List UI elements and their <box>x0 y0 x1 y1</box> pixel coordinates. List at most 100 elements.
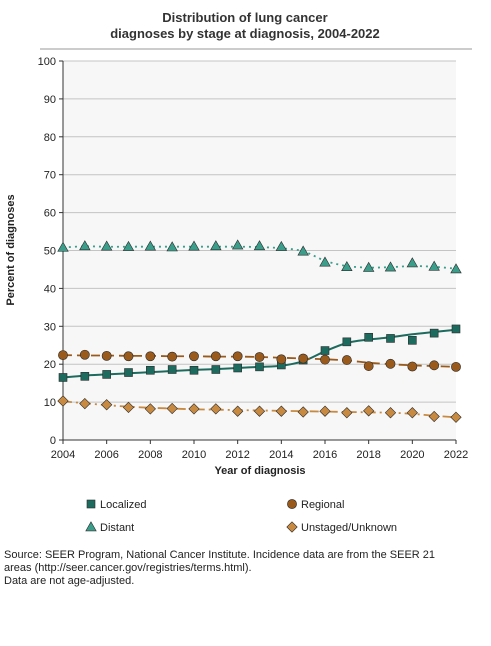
data-point-regional-2006 <box>101 350 112 361</box>
data-point-distant-2012 <box>231 239 244 250</box>
data-point-unstaged-unknown-2018 <box>363 405 375 417</box>
data-point-unstaged-unknown-2019 <box>384 407 397 419</box>
y-tick-label-30: 30 <box>44 321 56 333</box>
source-note-line-2: areas (http://seer.cancer.gov/registries… <box>4 562 252 574</box>
legend-label-localized: Localized <box>100 499 146 511</box>
legend: Localized Regional Distant Unstaged/Unknown <box>85 499 397 534</box>
data-point-unstaged-unknown-2008 <box>144 403 156 415</box>
legend-label-distant: Distant <box>100 522 134 534</box>
data-point-localized-2018 <box>364 332 373 342</box>
data-point-distant-2018 <box>362 261 375 272</box>
data-point-localized-2012 <box>233 363 242 373</box>
x-tick-label-2004: 2004 <box>51 449 75 461</box>
data-point-distant-2010 <box>188 240 200 251</box>
data-point-localized-2013 <box>255 362 264 372</box>
data-point-distant-2016 <box>319 256 331 267</box>
legend-label-regional: Regional <box>301 499 344 511</box>
data-point-localized-2005 <box>80 372 90 381</box>
data-point-localized-2006 <box>102 370 111 379</box>
data-point-distant-2014 <box>275 240 288 251</box>
data-point-distant-2009 <box>166 241 178 252</box>
data-point-regional-2022 <box>451 361 461 372</box>
x-axis-ticks: 2004 2006 2008 2010 2012 2014 2016 2018 2020 2022 <box>51 440 468 461</box>
x-axis-title: Year of diagnosis <box>214 465 305 477</box>
data-point-unstaged-unknown-2011 <box>210 403 222 415</box>
data-point-distant-2019 <box>384 261 397 272</box>
y-tick-label-90: 90 <box>44 94 56 106</box>
data-point-localized-2007 <box>124 368 133 377</box>
data-point-regional-2020 <box>407 361 418 372</box>
data-point-localized-2021 <box>429 328 439 338</box>
data-point-regional-2019 <box>385 358 396 369</box>
source-note-line-1: Source: SEER Program, National Cancer In… <box>4 549 436 561</box>
x-tick-label-2010: 2010 <box>182 449 206 461</box>
data-point-localized-2017 <box>342 337 352 347</box>
data-point-unstaged-unknown-2015 <box>297 406 309 418</box>
data-point-distant-2008 <box>144 240 157 251</box>
data-point-regional-2004 <box>58 350 68 361</box>
data-point-unstaged-unknown-2006 <box>101 399 113 411</box>
data-point-regional-2013 <box>254 352 265 362</box>
data-point-localized-2009 <box>167 365 177 374</box>
data-point-localized-2004 <box>58 373 68 382</box>
legend-marker-regional <box>287 499 297 509</box>
data-point-regional-2017 <box>341 355 352 365</box>
data-point-regional-2011 <box>210 351 221 362</box>
data-point-regional-2018 <box>363 361 374 371</box>
data-point-unstaged-unknown-2017 <box>341 407 353 419</box>
legend-marker-unstaged-unknown <box>286 521 298 533</box>
data-point-regional-2016 <box>320 354 330 365</box>
y-axis-title: Percent of diagnoses <box>5 194 17 305</box>
y-tick-label-70: 70 <box>44 170 56 182</box>
data-point-distant-2013 <box>253 240 266 251</box>
data-point-unstaged-unknown-2007 <box>122 401 135 414</box>
data-point-unstaged-unknown-2005 <box>79 397 91 410</box>
data-point-localized-2010 <box>189 365 199 375</box>
y-tick-label-40: 40 <box>44 283 56 295</box>
data-point-unstaged-unknown-2022 <box>450 411 462 423</box>
data-point-regional-2005 <box>79 349 90 360</box>
data-point-unstaged-unknown-2016 <box>319 405 331 417</box>
data-point-unstaged-unknown-2004 <box>57 395 69 407</box>
data-point-distant-2022 <box>450 263 462 274</box>
data-point-unstaged-unknown-2014 <box>275 405 287 417</box>
y-tick-label-0: 0 <box>50 435 56 447</box>
legend-label-unstaged-unknown: Unstaged/Unknown <box>301 522 397 534</box>
source-note-line-3: Data are not age-adjusted. <box>4 575 135 587</box>
data-point-distant-2007 <box>122 240 135 251</box>
data-point-distant-2006 <box>100 240 113 251</box>
data-point-regional-2015 <box>298 353 309 364</box>
chart-title-line-2: diagnoses by stage at diagnosis, 2004-20… <box>110 26 380 41</box>
data-point-distant-2011 <box>210 240 222 251</box>
x-tick-label-2018: 2018 <box>356 449 380 461</box>
data-point-regional-2010 <box>189 351 199 362</box>
y-tick-label-10: 10 <box>44 397 56 409</box>
source-note: Source: SEER Program, National Cancer In… <box>4 549 488 588</box>
data-point-unstaged-unknown-2020 <box>406 407 418 419</box>
y-axis-ticks: 0 10 20 30 40 50 60 70 80 90 100 <box>38 56 63 447</box>
data-point-unstaged-unknown-2012 <box>232 405 244 417</box>
data-point-regional-2007 <box>123 351 134 362</box>
series-regional <box>58 349 461 372</box>
data-point-unstaged-unknown-2021 <box>428 410 440 423</box>
y-tick-label-100: 100 <box>38 56 56 68</box>
data-point-regional-2009 <box>167 351 178 362</box>
data-point-localized-2011 <box>211 365 221 374</box>
x-tick-label-2008: 2008 <box>138 449 162 461</box>
data-point-unstaged-unknown-2013 <box>253 405 266 417</box>
data-point-regional-2021 <box>429 360 440 371</box>
y-tick-label-50: 50 <box>44 246 56 258</box>
x-tick-label-2012: 2012 <box>225 449 249 461</box>
data-point-distant-2017 <box>341 260 353 271</box>
data-point-distant-2004 <box>57 241 69 252</box>
y-tick-label-60: 60 <box>44 208 56 220</box>
data-point-localized-2019 <box>386 334 395 343</box>
data-point-regional-2014 <box>276 354 287 365</box>
data-point-distant-2015 <box>297 245 309 256</box>
series-unstaged-unknown <box>57 395 462 423</box>
x-tick-label-2020: 2020 <box>400 449 424 461</box>
data-point-distant-2005 <box>79 240 91 251</box>
x-tick-label-2006: 2006 <box>94 449 118 461</box>
series-distant <box>57 239 462 274</box>
